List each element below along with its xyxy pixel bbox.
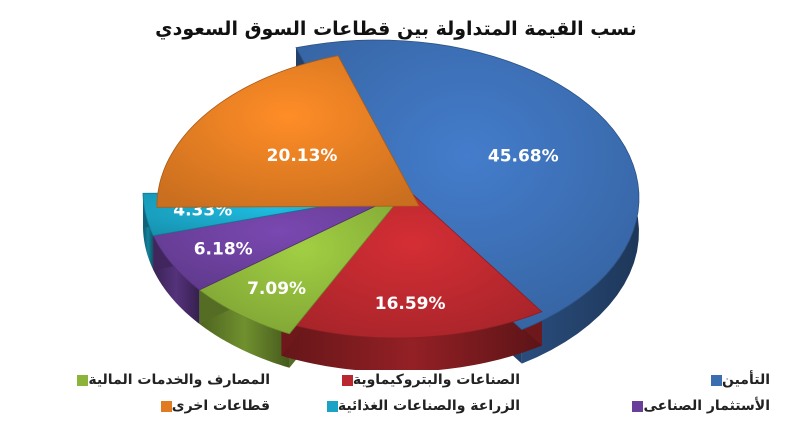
slice-side-1 xyxy=(281,311,542,370)
legend-item: الأستثمار الصناعى xyxy=(624,398,770,414)
legend-item: المصارف والخدمات المالية xyxy=(69,372,270,388)
pie-slice xyxy=(295,39,640,331)
legend: التأمين الصناعات والبتروكيماوية المصارف وا… xyxy=(30,372,770,432)
legend-swatch xyxy=(341,374,353,386)
legend-label: الزراعة والصناعات الغذائية xyxy=(337,398,520,414)
legend-label: التأمين xyxy=(721,372,770,388)
legend-item: الصناعات والبتروكيماوية xyxy=(334,372,520,388)
slice-side-4 xyxy=(143,193,154,270)
pie-slice xyxy=(198,191,406,335)
slice-label: 7.09% xyxy=(247,279,306,299)
chart-title: نسب القيمة المتداولة بين قطاعات السوق ال… xyxy=(155,18,637,40)
slice-label: 6.18% xyxy=(194,239,253,259)
legend-swatch xyxy=(326,400,338,412)
pie-chart: 45.68%16.59%7.09%6.18%4.33%20.13% xyxy=(142,39,640,370)
legend-label: قطاعات اخرى xyxy=(171,398,270,414)
legend-swatch xyxy=(710,374,722,386)
pie-slice xyxy=(280,179,543,339)
legend-label: المصارف والخدمات المالية xyxy=(88,372,270,388)
pie-slice xyxy=(152,191,406,291)
slice-label: 16.59% xyxy=(375,294,446,314)
slice-label: 45.68% xyxy=(488,146,559,166)
legend-swatch xyxy=(632,400,644,412)
legend-item: التأمين xyxy=(703,372,770,388)
legend-item: قطاعات اخرى xyxy=(153,398,270,414)
legend-label: الأستثمار الصناعى xyxy=(643,398,770,414)
legend-label: الصناعات والبتروكيماوية xyxy=(352,372,520,388)
legend-item: الزراعة والصناعات الغذائية xyxy=(319,398,520,414)
pie-slice xyxy=(156,55,420,208)
legend-swatch xyxy=(160,400,172,412)
legend-swatch xyxy=(77,374,89,386)
slice-label: 20.13% xyxy=(267,146,338,166)
